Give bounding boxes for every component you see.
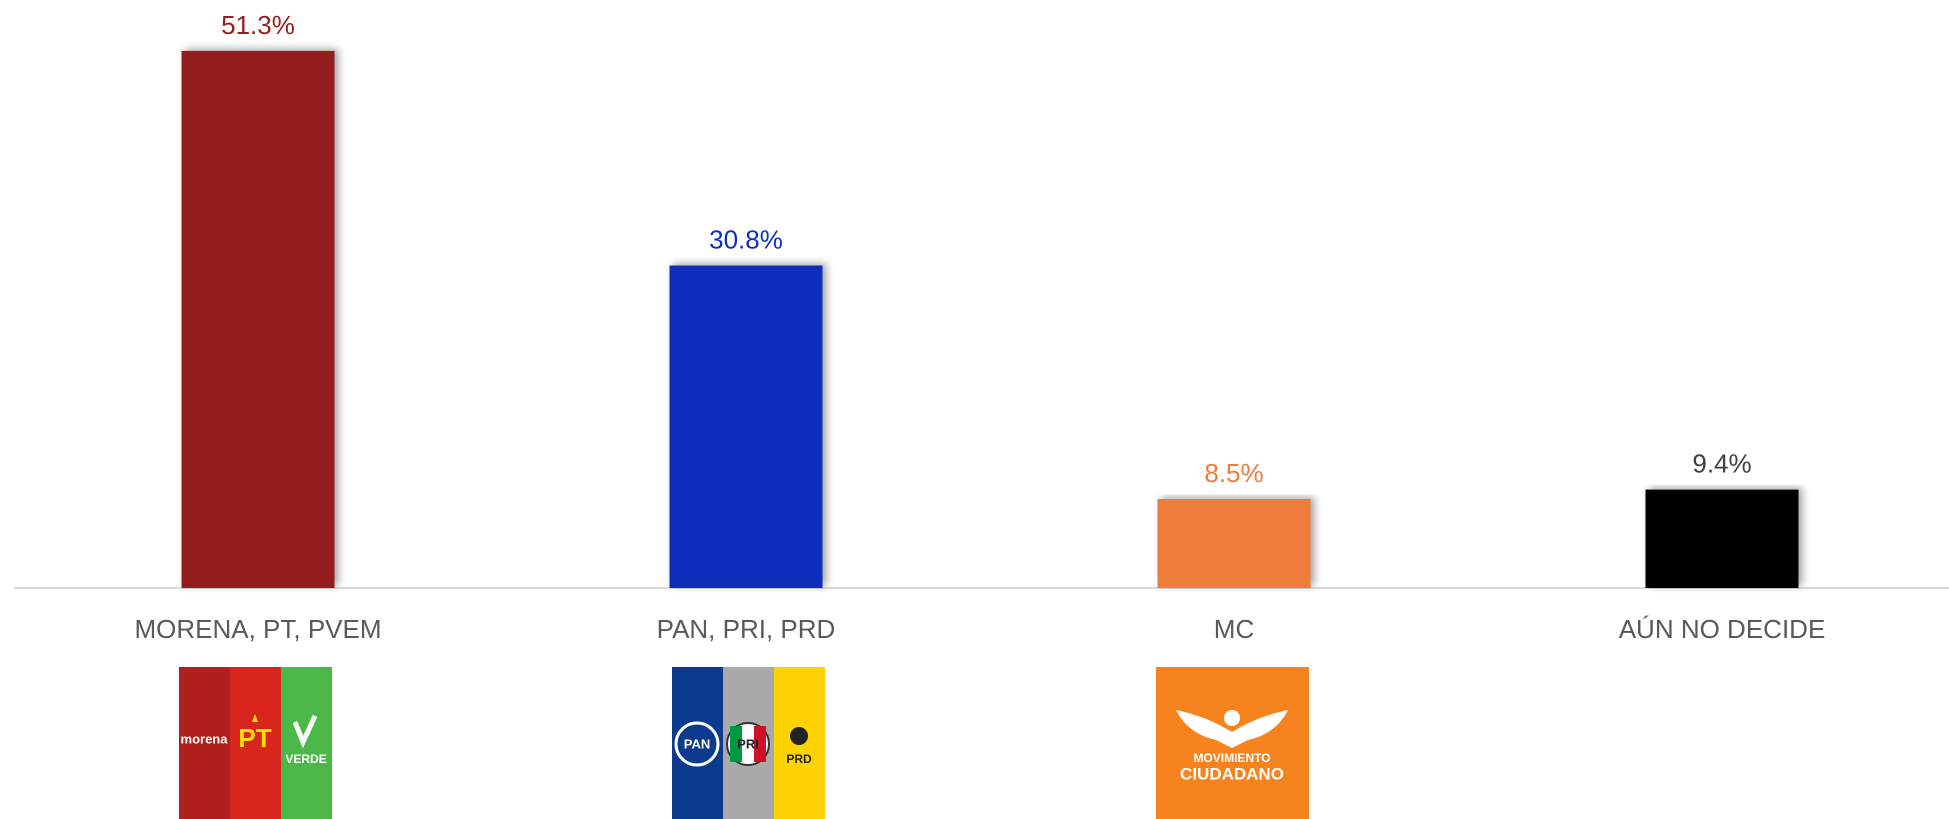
bar bbox=[1645, 489, 1799, 588]
value-label: 9.4% bbox=[1692, 448, 1751, 478]
x-tick-label: AÚN NO DECIDE bbox=[1619, 614, 1826, 644]
logo-text: CIUDADANO bbox=[1180, 764, 1284, 783]
bar bbox=[1157, 499, 1311, 588]
value-label: 51.3% bbox=[221, 10, 295, 40]
logo-text: PRI bbox=[737, 736, 759, 751]
logo-text: PRD bbox=[786, 752, 812, 766]
x-tick-label: MORENA, PT, PVEM bbox=[134, 614, 381, 644]
bar bbox=[181, 50, 335, 589]
logo-text: MOVIMIENTO bbox=[1193, 751, 1270, 765]
logo-text: PT bbox=[238, 723, 271, 753]
logo-text: PAN bbox=[684, 736, 710, 751]
x-tick-label: PAN, PRI, PRD bbox=[657, 614, 836, 644]
bar bbox=[669, 265, 823, 588]
logo-pan-pri-prd: PAN PRI PRD bbox=[672, 667, 825, 819]
x-tick-label: MC bbox=[1214, 614, 1254, 644]
logo-text: morena bbox=[181, 731, 229, 746]
value-label: 30.8% bbox=[709, 224, 783, 254]
logo-text: VERDE bbox=[285, 752, 326, 766]
logo-mc: MOVIMIENTO CIUDADANO bbox=[1156, 667, 1309, 819]
logo-morena: morena PT VERDE bbox=[179, 667, 332, 819]
value-label: 8.5% bbox=[1204, 458, 1263, 488]
